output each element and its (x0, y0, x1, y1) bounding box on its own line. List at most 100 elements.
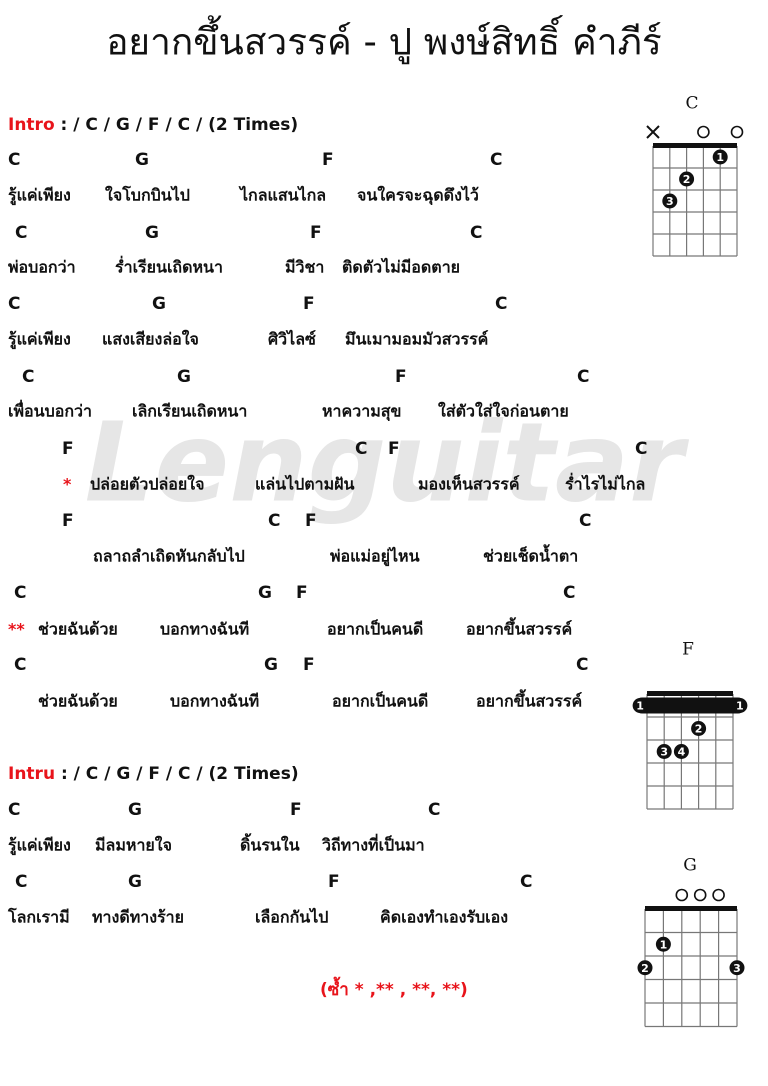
lyric: เลือกกันไป (255, 908, 328, 927)
lyric: รู้แค่เพียง (8, 330, 71, 351)
chord: F (305, 511, 317, 531)
outro-line: Intru : / C / G / F / C / (2 Times) (8, 764, 299, 784)
finger-dot (691, 721, 707, 736)
section-marker: ** (8, 620, 25, 639)
open-string (730, 125, 744, 139)
chord: C (563, 583, 575, 603)
chord-diagram: C 1 23 (646, 94, 744, 257)
finger-number: 1 (716, 151, 724, 164)
chord: C (8, 150, 20, 170)
finger-dot (655, 936, 671, 952)
chord: C (428, 800, 440, 820)
lyric: วิถีทางที่เป็นมา (321, 834, 425, 855)
chord: C (14, 583, 26, 603)
chord: C (8, 294, 20, 314)
nut (653, 143, 737, 148)
lyric: เพื่อนบอกว่า (8, 400, 92, 421)
diagram-label: C (685, 94, 698, 114)
chord: C (576, 655, 588, 675)
mute-string (646, 125, 660, 139)
chord: C (355, 439, 367, 459)
chord: C (520, 872, 532, 892)
chord: F (388, 439, 400, 459)
chord: F (296, 583, 308, 603)
lyric: หาความสุข (322, 402, 401, 422)
chord: C (490, 150, 502, 170)
chord: C (8, 800, 20, 820)
chord: F (303, 655, 315, 675)
finger-number: 1 (736, 700, 744, 713)
lyric: บอกทางฉันที (170, 692, 259, 711)
intro-text: : / C / G / F / C / (2 Times) (55, 115, 299, 135)
chord: C (577, 367, 589, 387)
chord-diagram: F 1 1 2 3 4 (632, 640, 748, 810)
lyric: โลกเรามี (7, 907, 70, 927)
finger-number: 2 (695, 723, 703, 736)
chord: G (135, 150, 149, 170)
intro-line: Intro : / C / G / F / C / (2 Times) (8, 115, 298, 135)
lyric: ช่วยฉันด้วย (38, 620, 118, 639)
lyric: ช่วยฉันด้วย (38, 692, 118, 711)
repeat-note: (ซ้ำ * ,** , **, **) (320, 976, 468, 1000)
lyric: อยากขึ้นสวรรค์ (476, 689, 582, 711)
finger-number: 2 (683, 173, 691, 186)
lyric: แสงเสียงล่อใจ (102, 330, 199, 349)
title: อยากขึ้นสวรรค์ - ปู พงษ์สิทธิ์ คำภีร์ (106, 15, 662, 65)
chord: F (62, 439, 74, 459)
chord: F (310, 223, 322, 243)
open-string (693, 888, 707, 902)
finger-dot (679, 171, 695, 187)
chord: G (264, 655, 278, 675)
lyric: ร่ำเรียนเถิดหนา (115, 256, 223, 277)
nut (645, 906, 737, 911)
lyric: อยากเป็นคนดี (332, 690, 428, 711)
chord: C (268, 511, 280, 531)
chord: F (328, 872, 340, 892)
chord: F (290, 800, 302, 820)
finger-number: 3 (733, 962, 741, 975)
section-marker: * (63, 475, 72, 494)
lyric: มีวิชา (285, 258, 324, 277)
nut (647, 691, 733, 696)
finger-dot (732, 698, 748, 713)
chord: C (470, 223, 482, 243)
lyric: ใจโบกบินไป (105, 185, 190, 205)
lyric: อยากเป็นคนดี (327, 618, 423, 639)
lyric: รู้แค่เพียง (8, 836, 71, 857)
chord: C (635, 439, 647, 459)
lyric: ร่ำไรไม่ไกล (565, 473, 645, 494)
chord: C (579, 511, 591, 531)
chord: G (258, 583, 272, 603)
finger-number: 1 (660, 938, 668, 951)
chord: C (22, 367, 34, 387)
lyric: คิดเองทำเองรับเอง (380, 908, 508, 927)
open-string (697, 125, 710, 139)
finger-dot (632, 698, 648, 713)
intro-label: Intro (8, 115, 55, 135)
lyric: รู้แค่เพียง (8, 186, 71, 207)
finger-number: 1 (636, 700, 644, 713)
lyric: มองเห็นสวรรค์ (418, 473, 520, 494)
chord: G (177, 367, 191, 387)
lyric: พ่อแม่อยู่ไหน (330, 547, 420, 568)
chord: F (62, 511, 74, 531)
lyric: อยากขึ้นสวรรค์ (466, 617, 572, 639)
lyric: ใส่ตัวใส่ใจก่อนตาย (438, 402, 569, 421)
lyric: ดิ้นรนใน (240, 833, 300, 855)
chord: C (15, 872, 27, 892)
lyric: จนใครจะฉุดดึงไว้ (357, 186, 479, 206)
lyric: ศิวิไลซ์ (268, 330, 316, 349)
watermark: Lenguitar (85, 398, 690, 526)
outro-text: : / C / G / F / C / (2 Times) (55, 764, 299, 784)
finger-dot (729, 960, 745, 976)
lyric: แล่นไปตามฝัน (255, 475, 355, 494)
finger-dot (656, 744, 672, 759)
lyric: ทางดีทางร้าย (92, 908, 184, 927)
chord: C (15, 223, 27, 243)
finger-dot (637, 960, 653, 976)
finger-number: 4 (678, 746, 686, 759)
finger-number: 2 (641, 962, 649, 975)
chord: C (495, 294, 507, 314)
lyric: ถลาถลำเถิดหันกลับไป (93, 547, 245, 566)
lyric: พ่อบอกว่า (8, 258, 76, 277)
